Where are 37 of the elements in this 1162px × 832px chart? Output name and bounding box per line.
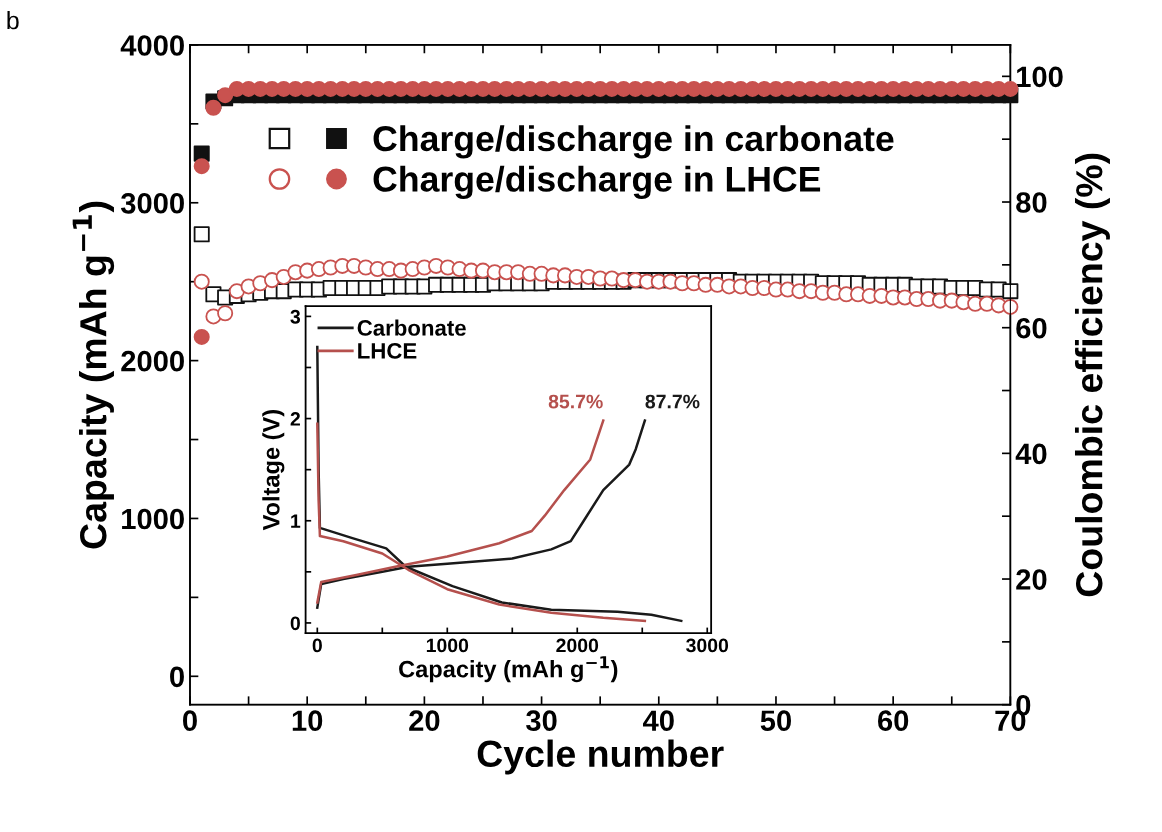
y-tick-label: 0	[290, 616, 300, 631]
y-tick-label: 3000	[120, 192, 184, 214]
y2-tick-label: 80	[1016, 192, 1047, 213]
x-tick-label: 2000	[556, 638, 599, 653]
y-tick-label: 2000	[121, 350, 184, 372]
y-tick-label: 2	[290, 412, 300, 426]
x-tick-label: 3000	[686, 638, 729, 653]
annotation: 87.7%	[645, 394, 700, 409]
y2-tick-label: 60	[1016, 317, 1047, 339]
text: b	[7, 11, 19, 30]
y2-axis-title: Coulombic efficiency (%)	[1074, 153, 1110, 597]
annotation: 85.7%	[548, 394, 603, 409]
y-tick-label: 3	[290, 309, 301, 324]
y-tick-label: 1000	[122, 508, 184, 530]
legend-label: Charge/discharge in carbonate	[373, 125, 894, 159]
y-tick-label: 1	[291, 514, 301, 528]
legend-label: Carbonate	[357, 319, 466, 336]
x-tick-label: 0	[312, 638, 322, 653]
x-tick-label: 10	[292, 710, 323, 731]
legend-label: LHCE	[358, 343, 417, 359]
x-axis-title: Capacity (mAh g$^{−1}$)	[399, 656, 618, 683]
y2-tick-label: 20	[1016, 569, 1047, 590]
x-tick-label: 40	[642, 710, 674, 731]
y-axis-title: Capacity (mAh g$^{−1}$)	[72, 201, 115, 549]
x-tick-label: 0	[183, 710, 197, 731]
y-axis-title: Voltage (V)	[262, 410, 285, 531]
x-tick-label: 1000	[426, 638, 469, 653]
y2-tick-label: 100	[1017, 66, 1063, 88]
x-tick-label: 30	[526, 710, 557, 732]
x-tick-label: 60	[878, 710, 909, 731]
x-axis-title: Cycle number	[477, 739, 724, 775]
y-tick-label: 4000	[120, 35, 184, 56]
y-tick-label: 0	[170, 666, 184, 688]
y2-tick-label: 40	[1015, 443, 1047, 465]
x-tick-label: 50	[760, 710, 791, 731]
legend-label: Charge/discharge in LHCE	[373, 165, 821, 200]
x-tick-label: 20	[409, 710, 440, 731]
